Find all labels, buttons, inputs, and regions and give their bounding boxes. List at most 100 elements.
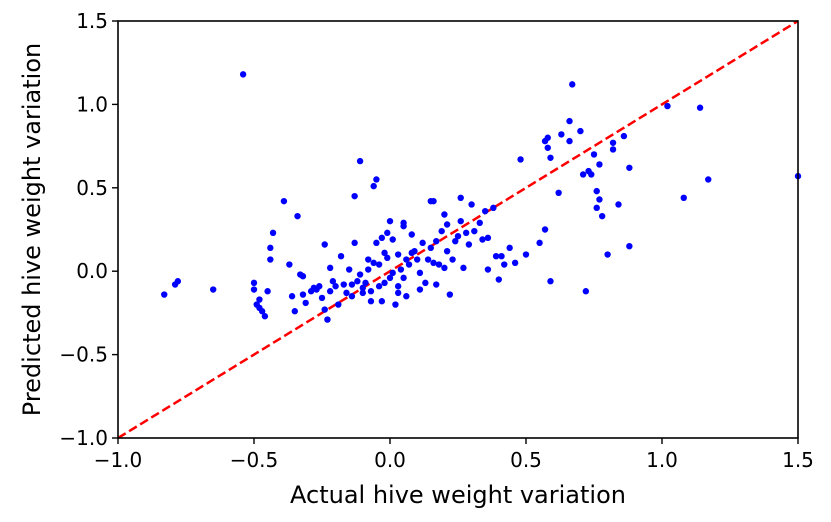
data-point <box>384 229 391 237</box>
data-point <box>454 232 462 240</box>
data-point <box>438 227 445 235</box>
data-point <box>343 289 350 297</box>
data-point <box>351 239 358 247</box>
data-point <box>367 288 375 295</box>
data-point <box>381 279 388 287</box>
data-point <box>258 308 266 315</box>
data-point <box>389 236 396 243</box>
data-point <box>598 212 606 220</box>
data-point <box>329 278 337 285</box>
x-tick-label: −1.0 <box>94 448 143 472</box>
data-point <box>680 194 687 202</box>
data-point <box>367 298 375 305</box>
data-point <box>269 229 277 237</box>
data-point <box>267 256 274 263</box>
data-point <box>210 286 217 293</box>
data-point <box>558 131 565 138</box>
data-point <box>346 266 353 273</box>
data-point <box>378 234 386 242</box>
data-point <box>250 279 258 287</box>
data-point <box>302 299 309 307</box>
data-point <box>403 256 410 263</box>
data-point <box>365 256 372 263</box>
reference-line-layer <box>117 19 799 440</box>
data-point <box>566 137 573 145</box>
data-point <box>174 278 182 285</box>
x-axis-ticks: −1.0 −0.5 0.0 0.5 1.0 1.5 <box>94 438 814 472</box>
data-point <box>705 176 712 183</box>
data-point <box>375 261 383 268</box>
data-point <box>365 266 372 273</box>
data-point <box>348 281 356 288</box>
data-point <box>498 252 505 260</box>
data-point <box>359 284 366 292</box>
data-point <box>381 249 388 257</box>
data-point <box>378 298 386 305</box>
data-point <box>555 189 562 197</box>
data-point <box>476 219 483 227</box>
x-tick-label: 1.0 <box>646 448 678 472</box>
data-point <box>441 211 448 218</box>
data-point <box>609 146 617 153</box>
data-point <box>316 283 323 290</box>
x-tick-label: −0.5 <box>230 448 279 472</box>
data-point <box>397 266 405 273</box>
x-axis-label: Actual hive weight variation <box>290 481 626 509</box>
data-point <box>411 247 418 255</box>
data-point <box>471 227 478 235</box>
data-point <box>490 204 497 212</box>
data-point <box>414 256 421 263</box>
data-point <box>261 313 269 320</box>
data-point <box>267 244 274 252</box>
data-point <box>482 207 489 215</box>
data-point <box>424 256 432 263</box>
data-point <box>541 226 549 233</box>
data-point <box>484 266 492 273</box>
data-point <box>337 252 345 260</box>
data-point <box>362 279 369 287</box>
data-point <box>468 201 475 208</box>
data-point <box>389 269 396 277</box>
data-point <box>626 164 633 171</box>
data-point <box>443 247 451 255</box>
data-point <box>416 269 424 277</box>
data-point <box>299 273 307 280</box>
data-point <box>696 104 704 111</box>
data-point <box>392 301 399 308</box>
data-point <box>394 283 402 290</box>
data-point <box>457 217 464 225</box>
data-point <box>370 259 377 267</box>
data-point <box>588 171 595 178</box>
points-layer <box>161 71 802 323</box>
data-point <box>433 237 440 245</box>
data-point <box>609 139 617 146</box>
data-point <box>590 151 598 158</box>
data-point <box>517 156 524 163</box>
data-point <box>443 221 451 228</box>
data-point <box>433 281 440 288</box>
data-point <box>359 289 366 297</box>
data-point <box>579 171 587 178</box>
data-point <box>335 301 342 308</box>
data-point <box>161 291 168 298</box>
data-point <box>544 134 551 141</box>
data-point <box>348 293 356 300</box>
data-point <box>294 212 301 220</box>
y-axis-label: Predicted hive weight variation <box>18 43 46 416</box>
data-point <box>596 161 603 168</box>
data-point <box>435 261 443 268</box>
data-point <box>566 117 573 125</box>
data-point <box>427 244 434 252</box>
data-point <box>492 252 500 260</box>
data-point <box>386 274 394 282</box>
data-point <box>291 308 298 315</box>
data-point <box>351 192 358 200</box>
y-tick-label: 0.0 <box>76 259 108 283</box>
data-point <box>604 251 611 258</box>
data-point <box>375 283 383 290</box>
data-point <box>373 176 380 183</box>
data-point <box>321 306 328 313</box>
data-point <box>582 288 590 295</box>
data-point <box>522 251 530 258</box>
